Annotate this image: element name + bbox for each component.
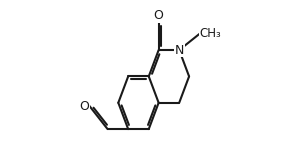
Text: N: N: [174, 44, 184, 57]
Text: O: O: [80, 100, 90, 113]
Text: O: O: [154, 9, 164, 22]
Text: CH₃: CH₃: [200, 27, 222, 40]
